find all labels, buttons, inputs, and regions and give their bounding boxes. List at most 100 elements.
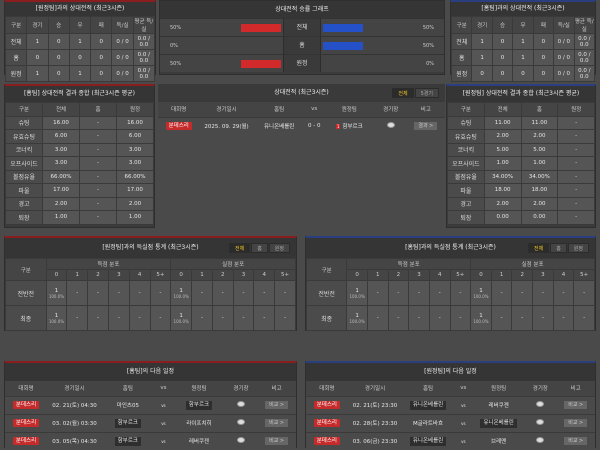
tab-5-games[interactable]: 5경기 [414,88,439,98]
table-cell: 6.00 [42,129,80,144]
table-cell: 1 [512,33,534,50]
table-cell: 1.00 [520,156,559,171]
goals-left-panel: [원정팀]과의 득실점 통계 (최근3시즌) 전체 홈 원정 구분 득점 분포 실점… [4,236,297,331]
group-header: 득점 분포 [346,258,472,270]
h2h-right-table: 구분 경기 승 무 패 득/실 평균 득/실 전체 1 0 1 0 0 / 0 0.0 / 0.0 홈 1 0 1… [450,16,596,82]
right-bar-cell: 0% [321,55,444,72]
compare-button[interactable]: 비교 > [265,437,289,446]
tab-away[interactable]: 원정 [567,243,589,253]
panel-title: 상대전적 (최근3시즌) 전체 5경기 [158,84,445,102]
table-cell: - [557,115,595,130]
table-cell: - [253,305,276,331]
tab-home[interactable]: 홈 [550,243,567,253]
row-label: 슈팅 [447,115,485,130]
result-button[interactable]: 결과 > [414,122,438,131]
column-header: 득/실 [553,16,575,34]
table-cell: 5.00 [520,142,559,157]
row-label: 전체 [450,33,473,50]
table-cell: 1.00 [116,210,154,225]
column-header: 대회명 [306,381,348,396]
win-rate-graph-panel: 상대전적 승률 그래프 50% 전체 50% 0% 홈 50% 50% 원정 0% [159,0,445,75]
column-header: 경기장 [224,381,258,396]
table-cell: - [532,305,554,331]
table-cell: 2.00 [483,196,522,211]
home-team[interactable]: M글라트바흐 [412,421,444,427]
compare-button[interactable]: 비교 > [265,401,289,409]
match-row: 분데스리 2025. 09. 29(월) 유니온베를린 0 - 0 1 함부르크 결과 > [158,116,445,135]
compare-button[interactable]: 비교 > [564,419,588,427]
home-team[interactable]: 마인츠05 [116,403,139,409]
row-label: 코너킥 [447,142,485,157]
home-team[interactable]: 유니온베를린 [409,400,447,410]
compare-button[interactable]: 비교 > [265,419,289,427]
count: - [562,290,565,296]
table-cell: 1 100.0% [45,305,68,331]
row-label: 볼점유율 [5,169,43,184]
header-row: 대회명 경기일시 홈팀 vs 원정팀 경기장 비고 [306,381,595,396]
table-row: 파울 18.00 18.00- [447,183,595,198]
table-cell: 0 [491,65,514,82]
home-team[interactable]: 유니온베를린 [409,436,447,446]
away-team[interactable]: 함부르크 [185,400,213,410]
league-badge[interactable]: 분데스리 [12,419,40,427]
table-cell: 0 [90,65,113,82]
table-cell: 1 [68,65,92,82]
row-label: 유효슈팅 [447,129,485,144]
table-cell: 5.00 [483,142,522,157]
table-cell [524,431,557,450]
away-team[interactable]: 레버쿠젠 [188,439,210,446]
table-cell: 11.00 [483,115,522,130]
tab-all[interactable]: 전체 [392,88,414,98]
group-header: 실점 분포 [470,258,595,270]
compare-button[interactable]: 비교 > [564,401,588,409]
home-team[interactable]: 함부르크 [114,436,141,446]
table-cell: - [490,305,513,331]
league-badge[interactable]: 분데스리 [313,401,340,409]
away-team[interactable]: 함부르크 [342,124,363,131]
table-cell: - [87,305,109,331]
league-badge[interactable]: 분데스리 [313,437,340,446]
right-percent: 0% [426,61,434,67]
table-cell: 03. 06(금) 23:30 [347,431,403,450]
table-cell: 02. 28(토) 23:30 [347,413,403,432]
count: - [221,315,224,321]
table-cell: 1 [471,49,493,66]
table-cell [224,413,258,432]
table-cell: 0.00 [520,210,559,225]
group-header-row: 구분 득점 분포 실점 분포 [305,258,595,281]
league-badge[interactable]: 분데스리 [12,401,40,409]
left-bar-cell: 50% [160,55,283,72]
away-team[interactable]: 레버쿠젠 [488,403,509,409]
percent: 100.0% [473,293,489,299]
league-badge[interactable]: 분데스리 [165,122,192,131]
column-header: 구분 [305,258,348,281]
tab-all[interactable]: 전체 [527,243,550,253]
away-team[interactable]: 브레멘 [491,439,507,446]
tab-away[interactable]: 원정 [268,243,290,253]
count: - [221,290,224,296]
table-cell: - [366,280,389,306]
home-team[interactable]: 함부르크 [114,418,141,428]
tab-home[interactable]: 홈 [251,243,268,253]
count: - [459,290,462,296]
count: - [242,290,245,296]
match-row: 분데스리 03. 06(금) 23:30 유니온베를린 vs 브레멘 비교 > [306,431,595,450]
count: 1 [355,312,359,319]
table-cell: 유니온베를린 [472,413,525,432]
score: 0 - 0 [307,123,321,130]
row-label: 퇴장 [447,210,485,225]
tab-all[interactable]: 전체 [228,243,251,253]
table-row: 원정 0 0 0 0 0 / 0 0.0 / 0.0 [450,65,596,82]
away-team[interactable]: 라이프치히 [186,421,212,427]
column-header: 경기장 [524,381,557,396]
count: - [200,315,203,321]
compare-button[interactable]: 비교 > [564,437,588,446]
home-team[interactable]: 유니온베를린 [263,124,295,131]
table-cell: 분데스리 [306,413,348,432]
row-label: 오프사이드 [5,156,43,171]
league-badge[interactable]: 분데스리 [313,419,340,427]
away-team[interactable]: 유니온베를린 [480,418,517,428]
table-row: 유효슈팅 2.00 2.00- [447,129,595,144]
league-badge[interactable]: 분데스리 [12,437,40,446]
